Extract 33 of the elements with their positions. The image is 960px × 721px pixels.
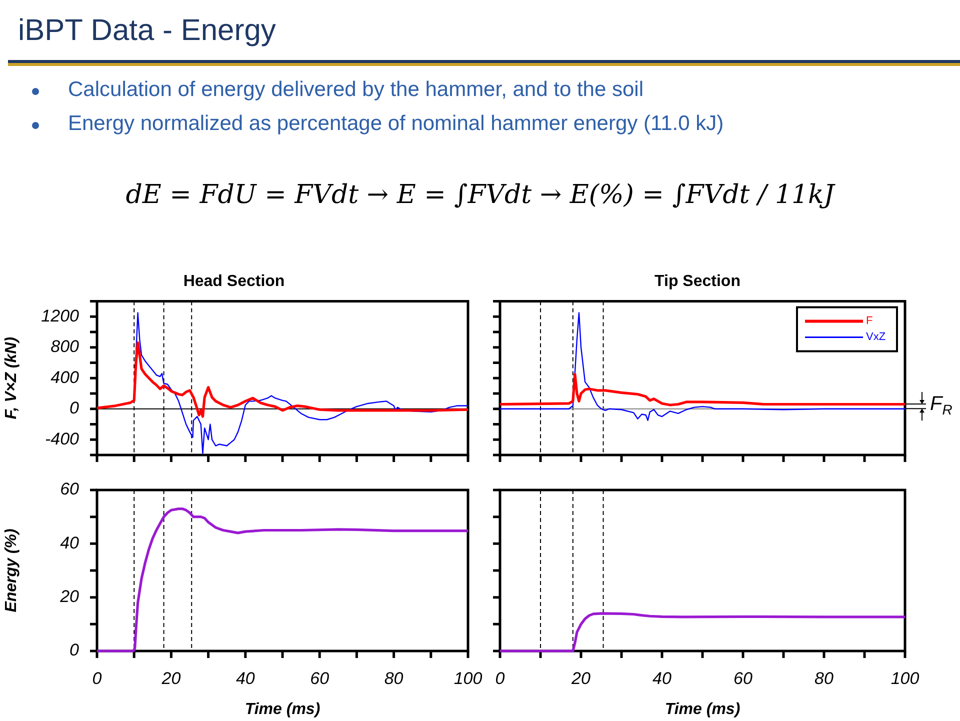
y-tick-label: -400	[44, 429, 80, 448]
x-tick-label: 60	[310, 668, 330, 688]
y-tick-label: 1200	[41, 306, 80, 326]
x-tick-label: 20	[160, 668, 182, 688]
x-tick-label: 0	[495, 668, 506, 688]
text: dE = FdU = FVdt → E = ∫FVdt → E(%) = ∫FVdt / 11kJ	[124, 180, 836, 210]
y-tick-label: 0	[70, 398, 80, 418]
x-tick-label: 80	[814, 668, 834, 688]
y-tick-label: 40	[60, 533, 80, 552]
x-tick-label: 40	[652, 668, 672, 688]
y-tick-label: 800	[50, 337, 80, 356]
y-tick-label: 20	[59, 587, 80, 606]
y-tick-label: 400	[50, 368, 80, 387]
x-tick-label: 100	[890, 668, 920, 688]
text: Calculation of energy delivered by the hammer, and to the soil	[68, 78, 644, 101]
x-tick-label: 40	[236, 668, 256, 688]
y-axis-title: Energy (%)	[3, 528, 20, 612]
x-tick-label: 100	[454, 668, 483, 688]
text: VxZ	[866, 331, 886, 344]
y-axis-title: F, V×Z (kN)	[3, 336, 20, 420]
text: F	[866, 315, 873, 328]
y-tick-label: 0	[70, 640, 80, 660]
x-axis-title: Time (ms)	[244, 700, 320, 718]
x-tick-label: 60	[734, 668, 753, 688]
chart-title: Tip Section	[654, 273, 740, 290]
chart-title: Head Section	[183, 273, 285, 290]
x-tick-label: 80	[384, 668, 404, 688]
x-tick-label: 0	[92, 668, 102, 688]
text: iBPT Data - Energy	[18, 14, 276, 48]
x-axis-title: Time (ms)	[664, 700, 740, 718]
text: Energy normalized as percentage of nominal hammer energy (11.0 kJ)	[68, 112, 724, 135]
y-tick-label: 60	[60, 480, 80, 499]
x-tick-label: 20	[570, 668, 591, 688]
